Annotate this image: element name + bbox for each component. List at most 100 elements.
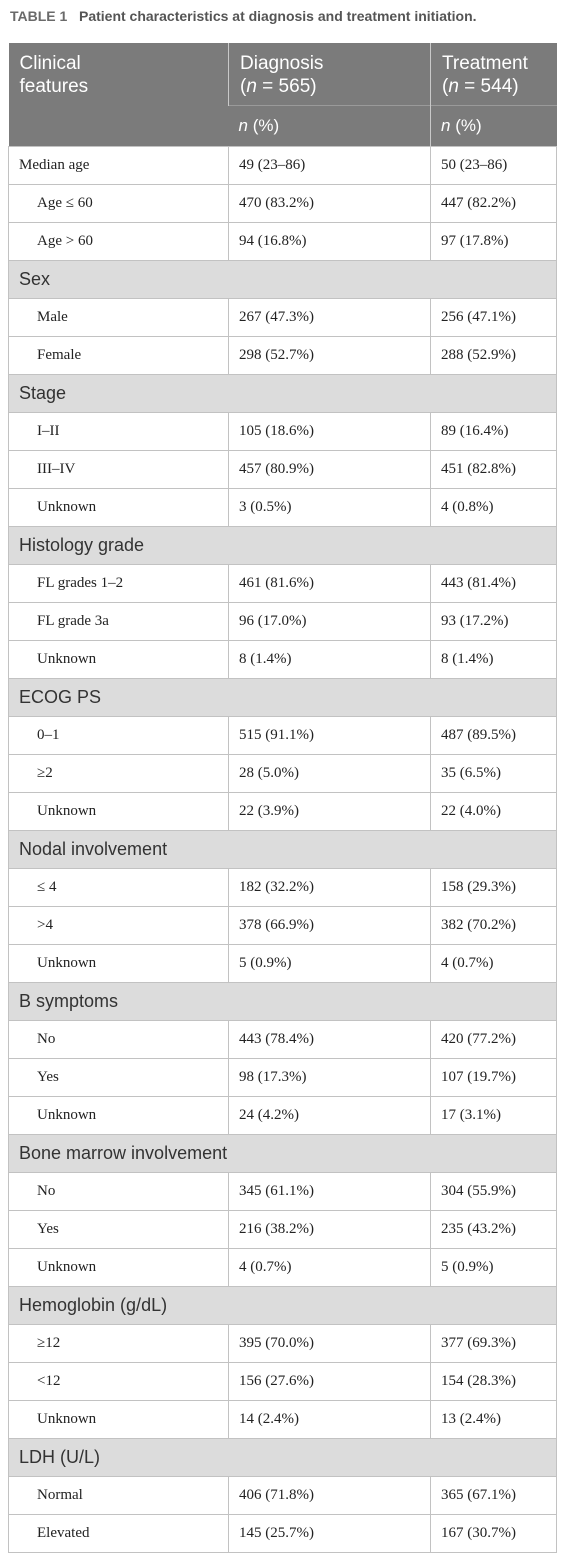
- category-row: Bone marrow involvement: [8, 1134, 557, 1173]
- row-label: ≥12: [8, 1324, 229, 1363]
- table-row: Yes 216 (38.2%) 235 (43.2%): [8, 1210, 557, 1249]
- diagnosis-cell: 406 (71.8%): [228, 1476, 431, 1515]
- row-label: No: [8, 1172, 229, 1211]
- diagnosis-cell: 8 (1.4%): [228, 640, 431, 679]
- subheader-pct: (%): [247, 116, 280, 135]
- diagnosis-cell: 461 (81.6%): [228, 564, 431, 603]
- category-row: LDH (U/L): [8, 1438, 557, 1477]
- diagnosis-cell: 24 (4.2%): [228, 1096, 431, 1135]
- diagnosis-cell: 3 (0.5%): [228, 488, 431, 527]
- treatment-cell: 50 (23–86): [430, 146, 557, 185]
- table-row: Median age 49 (23–86) 50 (23–86): [8, 146, 557, 185]
- row-label: III–IV: [8, 450, 229, 489]
- category-label: B symptoms: [8, 982, 557, 1021]
- category-row: Histology grade: [8, 526, 557, 565]
- treatment-cell: 35 (6.5%): [430, 754, 557, 793]
- row-label: ≥2: [8, 754, 229, 793]
- treatment-cell: 22 (4.0%): [430, 792, 557, 831]
- table-row: III–IV 457 (80.9%) 451 (82.8%): [8, 450, 557, 489]
- treatment-cell: 17 (3.1%): [430, 1096, 557, 1135]
- row-label: 0–1: [8, 716, 229, 755]
- diagnosis-cell: 443 (78.4%): [228, 1020, 431, 1059]
- category-row: Stage: [8, 374, 557, 413]
- category-label: Sex: [8, 260, 557, 299]
- category-row: Hemoglobin (g/dL): [8, 1286, 557, 1325]
- row-label: Unknown: [8, 792, 229, 831]
- treatment-cell: 5 (0.9%): [430, 1248, 557, 1287]
- table-row: Yes 98 (17.3%) 107 (19.7%): [8, 1058, 557, 1097]
- diagnosis-cell: 145 (25.7%): [228, 1514, 431, 1553]
- diagnosis-cell: 470 (83.2%): [228, 184, 431, 223]
- category-label: Hemoglobin (g/dL): [8, 1286, 557, 1325]
- category-label: LDH (U/L): [8, 1438, 557, 1477]
- treatment-cell: 4 (0.7%): [430, 944, 557, 983]
- diagnosis-cell: 378 (66.9%): [228, 906, 431, 945]
- diagnosis-cell: 105 (18.6%): [228, 412, 431, 451]
- treatment-cell: 304 (55.9%): [430, 1172, 557, 1211]
- subheader-treatment-n-pct: n (%): [430, 105, 557, 147]
- treatment-cell: 451 (82.8%): [430, 450, 557, 489]
- row-label: Female: [8, 336, 229, 375]
- treatment-cell: 382 (70.2%): [430, 906, 557, 945]
- table-row: Unknown 5 (0.9%) 4 (0.7%): [8, 944, 557, 983]
- category-label: Bone marrow involvement: [8, 1134, 557, 1173]
- table-row: Male 267 (47.3%) 256 (47.1%): [8, 298, 557, 337]
- category-row: ECOG PS: [8, 678, 557, 717]
- subheader-diagnosis-n-pct: n (%): [228, 105, 431, 147]
- header-diagnosis-label: Diagnosis: [240, 53, 324, 74]
- diagnosis-cell: 267 (47.3%): [228, 298, 431, 337]
- table-row: Unknown 22 (3.9%) 22 (4.0%): [8, 792, 557, 831]
- diagnosis-cell: 298 (52.7%): [228, 336, 431, 375]
- treatment-cell: 107 (19.7%): [430, 1058, 557, 1097]
- treatment-cell: 154 (28.3%): [430, 1362, 557, 1401]
- diagnosis-cell: 156 (27.6%): [228, 1362, 431, 1401]
- header-treatment-count: = 544): [458, 76, 519, 97]
- category-label: ECOG PS: [8, 678, 557, 717]
- row-label: Normal: [8, 1476, 229, 1515]
- table-row: No 345 (61.1%) 304 (55.9%): [8, 1172, 557, 1211]
- row-label: Unknown: [8, 1248, 229, 1287]
- diagnosis-cell: 345 (61.1%): [228, 1172, 431, 1211]
- header-clinical-line2: features: [19, 76, 89, 97]
- table-row: FL grades 1–2 461 (81.6%) 443 (81.4%): [8, 564, 557, 603]
- row-label: No: [8, 1020, 229, 1059]
- table-caption: TABLE 1 Patient characteristics at diagn…: [10, 6, 560, 26]
- patient-characteristics-table: Clinical features Diagnosis (n = 565) Tr…: [8, 43, 557, 1553]
- treatment-cell: 365 (67.1%): [430, 1476, 557, 1515]
- table-row: Unknown 3 (0.5%) 4 (0.8%): [8, 488, 557, 527]
- treatment-cell: 158 (29.3%): [430, 868, 557, 907]
- table-row: FL grade 3a 96 (17.0%) 93 (17.2%): [8, 602, 557, 641]
- row-label: Age > 60: [8, 222, 229, 261]
- table-row: Unknown 4 (0.7%) 5 (0.9%): [8, 1248, 557, 1287]
- header-diagnosis-count: = 565): [256, 76, 317, 97]
- row-label: Yes: [8, 1210, 229, 1249]
- table-row: 0–1 515 (91.1%) 487 (89.5%): [8, 716, 557, 755]
- treatment-cell: 235 (43.2%): [430, 1210, 557, 1249]
- row-label: Median age: [8, 146, 229, 185]
- diagnosis-cell: 182 (32.2%): [228, 868, 431, 907]
- table-row: ≥12 395 (70.0%) 377 (69.3%): [8, 1324, 557, 1363]
- diagnosis-cell: 4 (0.7%): [228, 1248, 431, 1287]
- treatment-cell: 93 (17.2%): [430, 602, 557, 641]
- row-label: I–II: [8, 412, 229, 451]
- treatment-cell: 13 (2.4%): [430, 1400, 557, 1439]
- diagnosis-cell: 5 (0.9%): [228, 944, 431, 983]
- row-label: Unknown: [8, 488, 229, 527]
- category-label: Histology grade: [8, 526, 557, 565]
- table-row: Unknown 8 (1.4%) 8 (1.4%): [8, 640, 557, 679]
- category-label: Stage: [8, 374, 557, 413]
- diagnosis-cell: 28 (5.0%): [228, 754, 431, 793]
- table-row: I–II 105 (18.6%) 89 (16.4%): [8, 412, 557, 451]
- treatment-cell: 4 (0.8%): [430, 488, 557, 527]
- category-row: Sex: [8, 260, 557, 299]
- table-row: Normal 406 (71.8%) 365 (67.1%): [8, 1476, 557, 1515]
- header-diagnosis: Diagnosis (n = 565): [228, 43, 431, 106]
- row-label: ≤ 4: [8, 868, 229, 907]
- row-label: Elevated: [8, 1514, 229, 1553]
- row-label: Male: [8, 298, 229, 337]
- row-label: Unknown: [8, 1096, 229, 1135]
- subheader-n: n: [441, 116, 451, 135]
- row-label: >4: [8, 906, 229, 945]
- header-treatment-n: n: [448, 76, 459, 97]
- diagnosis-cell: 14 (2.4%): [228, 1400, 431, 1439]
